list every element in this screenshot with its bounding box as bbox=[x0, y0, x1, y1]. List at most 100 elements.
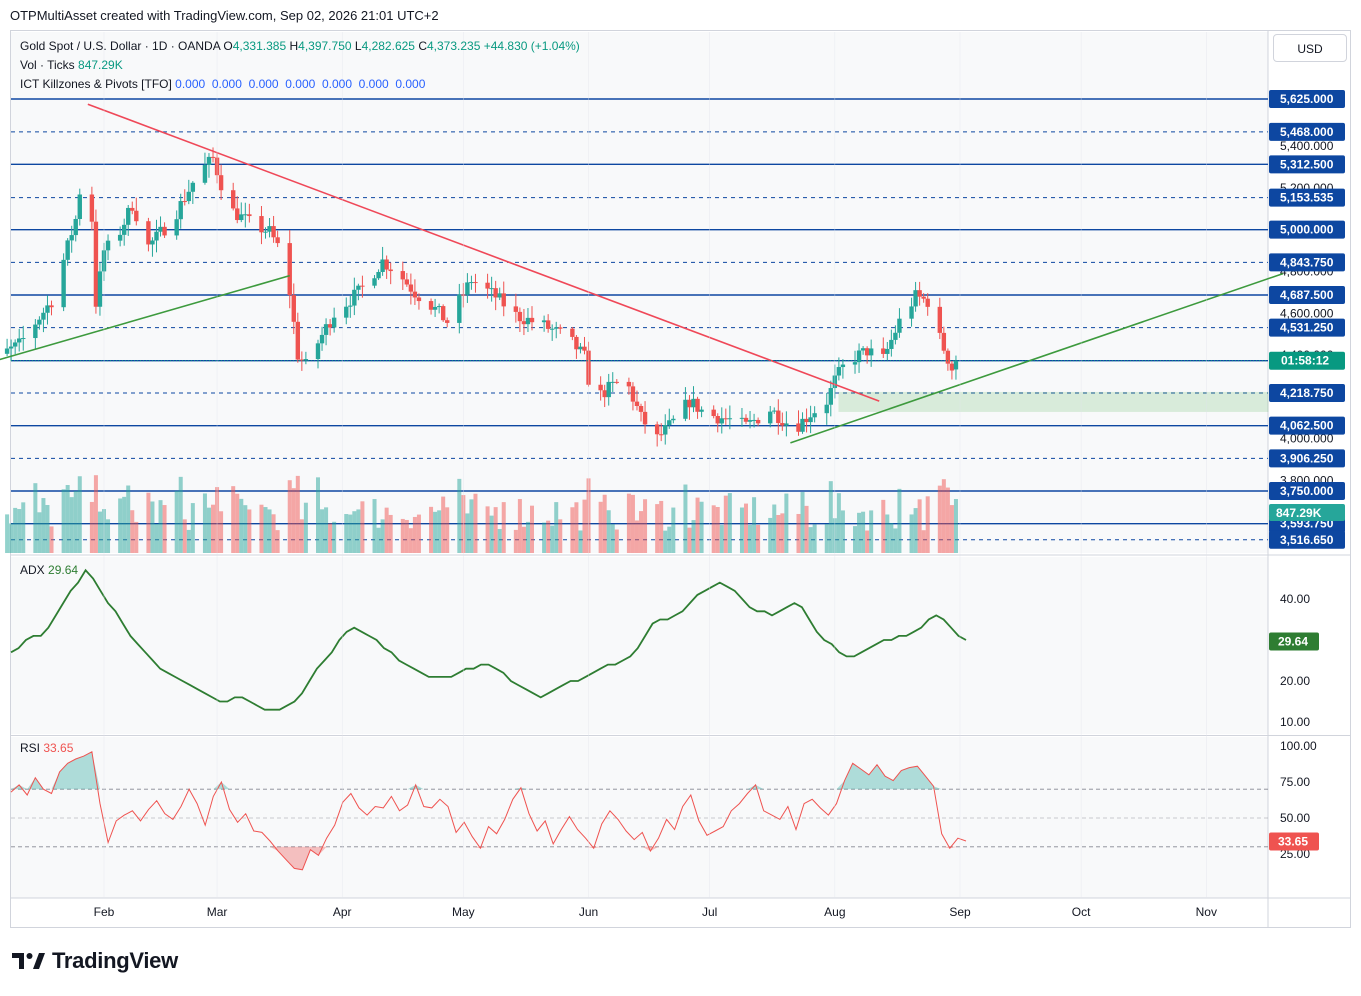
adx-legend: ADX 29.64 bbox=[20, 561, 78, 580]
candle-body bbox=[327, 324, 333, 328]
volume-bar bbox=[602, 494, 607, 553]
candle-body bbox=[97, 271, 103, 307]
candle-body bbox=[812, 413, 817, 418]
candle-body bbox=[549, 328, 555, 330]
volume-label[interactable]: Vol · Ticks bbox=[20, 58, 75, 72]
volume-bar bbox=[530, 505, 534, 553]
pivot-level-label: 5,000.000 bbox=[1280, 223, 1334, 237]
symbol-title[interactable]: Gold Spot / U.S. Dollar · 1D · OANDA bbox=[20, 39, 221, 53]
volume-bar bbox=[21, 502, 26, 553]
candle-body bbox=[626, 381, 632, 387]
candle-body bbox=[747, 420, 753, 422]
candle-body bbox=[913, 290, 918, 307]
candle-body bbox=[210, 156, 216, 158]
brand-name: TradingView bbox=[52, 948, 178, 973]
rsi-axis-tick: 50.00 bbox=[1280, 811, 1310, 825]
candle-body bbox=[384, 259, 389, 270]
candle-body bbox=[517, 311, 523, 322]
pivot-level-badge bbox=[1269, 449, 1345, 468]
candle-body bbox=[776, 410, 781, 424]
volume-bar bbox=[489, 515, 494, 553]
pivot-level-badge bbox=[1269, 122, 1345, 141]
candle-body bbox=[521, 321, 527, 325]
volume-bar bbox=[865, 530, 870, 553]
volume-bar bbox=[287, 480, 292, 553]
pivot-level-label: 5,312.500 bbox=[1280, 157, 1334, 171]
volume-bar bbox=[667, 526, 672, 553]
volume-bar bbox=[780, 513, 785, 553]
volume-bar bbox=[881, 499, 886, 553]
pivot-level-label: 4,062.500 bbox=[1280, 419, 1334, 433]
candle-body bbox=[182, 201, 187, 203]
pivot-level-badge bbox=[1269, 416, 1345, 435]
volume-bar bbox=[158, 500, 163, 553]
candle-body bbox=[190, 182, 196, 192]
candle-body bbox=[743, 417, 749, 422]
pivot-level-badge bbox=[1269, 530, 1345, 549]
volume-bar bbox=[828, 481, 833, 553]
candle-body bbox=[287, 243, 292, 296]
candle-body bbox=[545, 320, 551, 329]
candle-body bbox=[263, 231, 268, 233]
currency-button[interactable]: USD bbox=[1273, 34, 1347, 62]
volume-bar bbox=[134, 521, 139, 553]
volume-bar bbox=[41, 498, 46, 553]
tradingview-logo[interactable]: TradingView bbox=[12, 948, 178, 974]
candle-body bbox=[796, 423, 801, 432]
volume-bar bbox=[768, 517, 773, 553]
candle-body bbox=[852, 362, 858, 365]
candle-body bbox=[634, 401, 640, 407]
adx-axis-tick: 40.00 bbox=[1280, 592, 1310, 606]
time-axis-tick: Sep bbox=[949, 905, 971, 919]
pivot-level-badge bbox=[1269, 155, 1345, 174]
volume-bar bbox=[239, 498, 244, 553]
candle-body bbox=[582, 346, 587, 351]
candle-body bbox=[897, 318, 902, 333]
volume-bar bbox=[243, 505, 248, 553]
volume-bar bbox=[634, 520, 639, 553]
volume-bar bbox=[909, 514, 914, 553]
volume-bar bbox=[465, 513, 470, 553]
adx-label[interactable]: ADX bbox=[20, 563, 45, 577]
candle-body bbox=[73, 218, 78, 236]
volume-bar bbox=[416, 514, 421, 553]
volume-bar bbox=[45, 504, 50, 553]
volume-bar bbox=[33, 483, 38, 553]
candle-body bbox=[659, 434, 664, 436]
chart-frame bbox=[10, 30, 1351, 928]
rsi-label[interactable]: RSI bbox=[20, 741, 41, 755]
rsi-legend-value: 33.65 bbox=[43, 741, 74, 755]
trendline bbox=[87, 103, 880, 402]
volume-bar bbox=[61, 489, 66, 553]
volume-badge-text: 847.29K bbox=[1276, 506, 1322, 520]
candle-body bbox=[323, 324, 329, 335]
volume-bar bbox=[784, 493, 789, 553]
trendline bbox=[0, 274, 290, 361]
candle-body bbox=[77, 194, 82, 219]
volume-bar bbox=[683, 484, 688, 553]
candle-body bbox=[352, 289, 357, 306]
candle-body bbox=[186, 191, 191, 202]
volume-bar bbox=[328, 523, 333, 553]
ict-label[interactable]: ICT Killzones & Pivots [TFO] bbox=[20, 77, 172, 91]
candle-body bbox=[541, 320, 547, 323]
volume-bar bbox=[316, 477, 320, 553]
close-value: 4,373.235 bbox=[426, 39, 481, 53]
volume-bar bbox=[861, 511, 866, 553]
volume-bar bbox=[186, 529, 191, 553]
adx-axis-tick: 20.00 bbox=[1280, 674, 1310, 688]
candle-body bbox=[259, 216, 264, 233]
volume-bar bbox=[13, 507, 18, 553]
candle-body bbox=[642, 411, 648, 425]
volume-bar bbox=[525, 521, 530, 553]
volume-bar bbox=[945, 487, 950, 553]
candle-body bbox=[344, 306, 349, 318]
candle-body bbox=[243, 214, 248, 216]
candle-body bbox=[719, 418, 724, 424]
trendline bbox=[790, 272, 1284, 444]
volume-bar bbox=[699, 501, 704, 553]
candle-body bbox=[174, 219, 179, 236]
volume-bar bbox=[869, 510, 874, 553]
candle-body bbox=[606, 381, 611, 398]
